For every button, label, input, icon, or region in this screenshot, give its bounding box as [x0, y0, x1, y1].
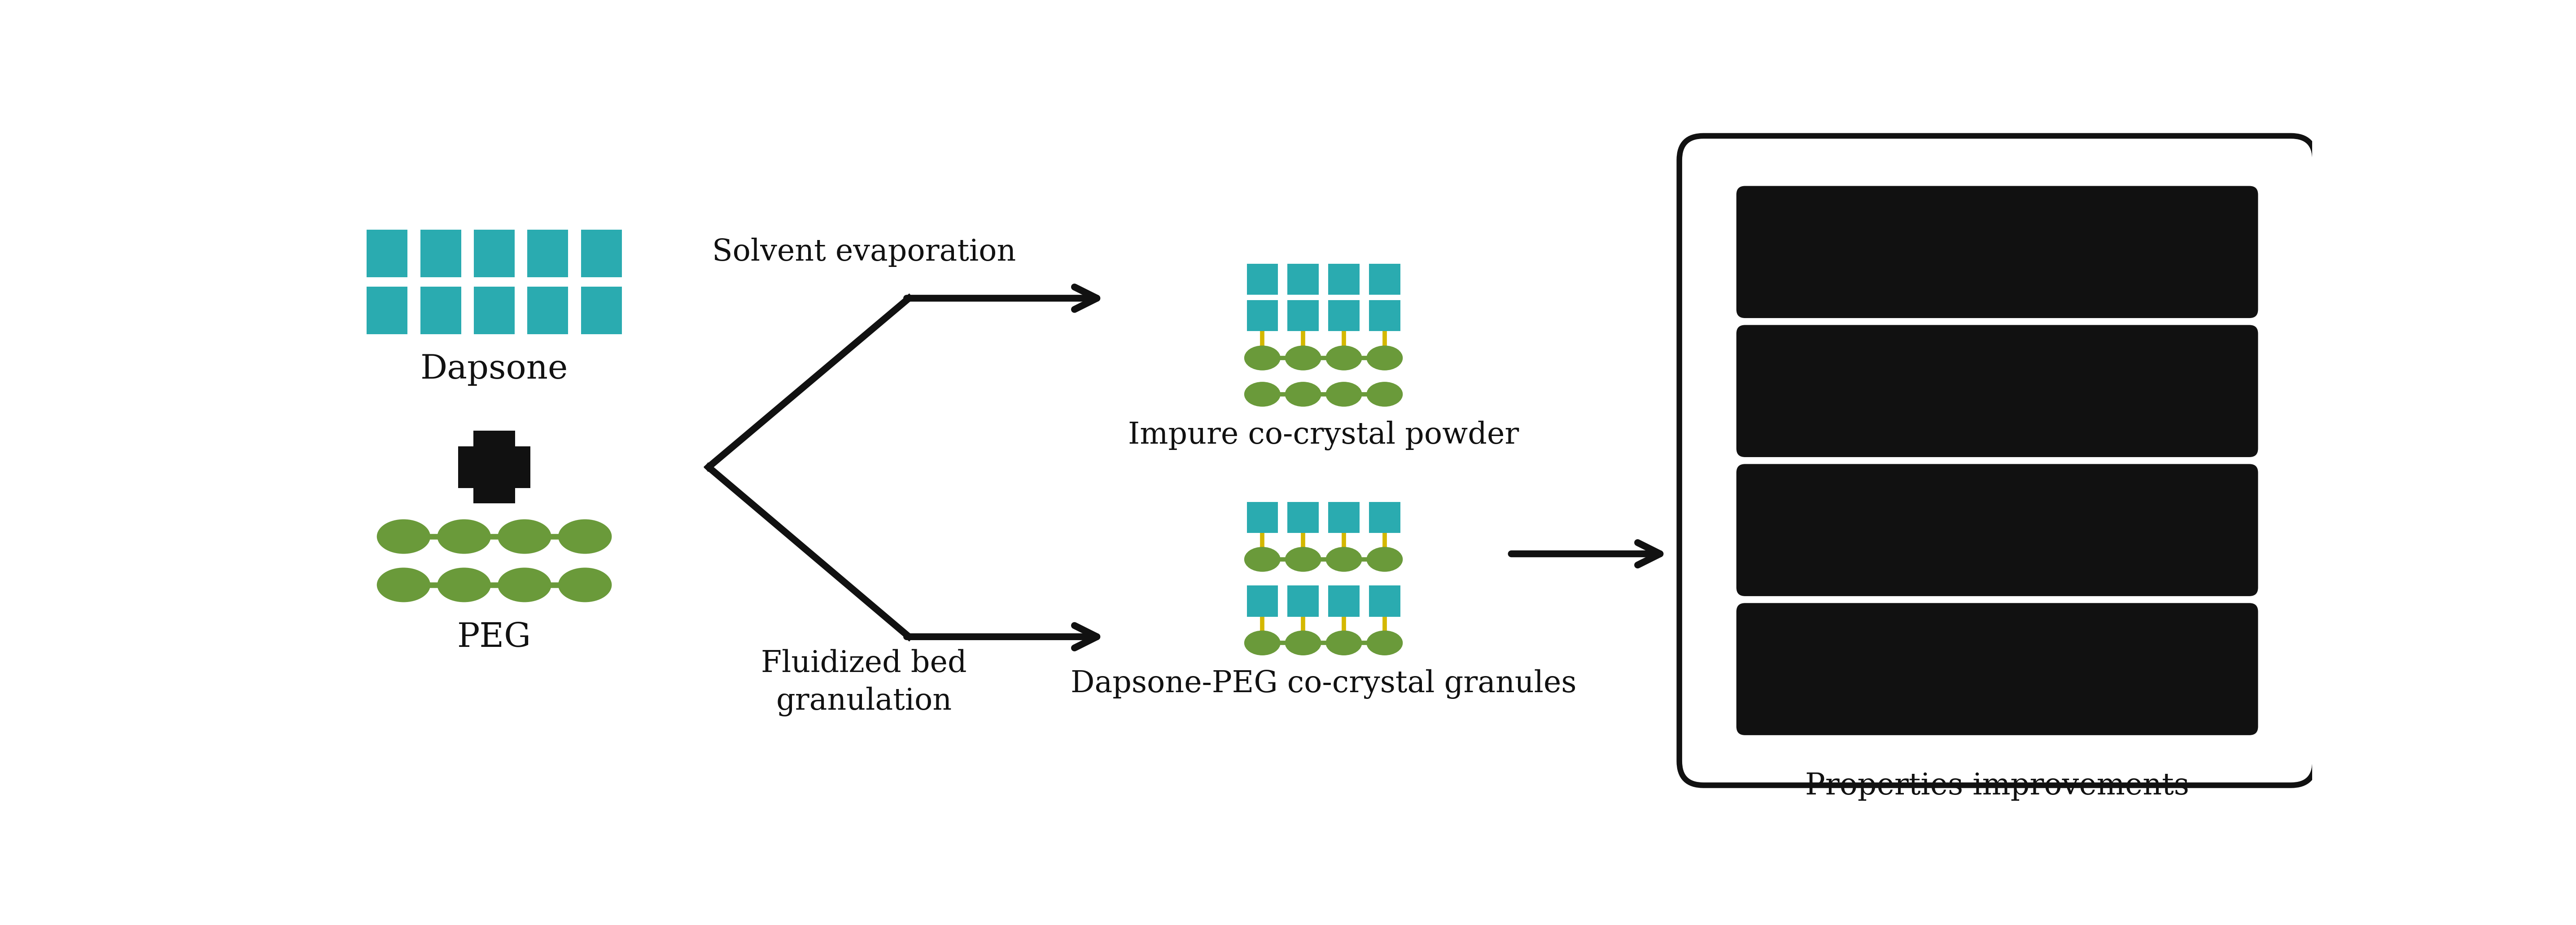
FancyBboxPatch shape: [474, 431, 515, 503]
FancyBboxPatch shape: [1329, 264, 1360, 295]
Text: Fast dissolution: Fast dissolution: [1873, 654, 2123, 684]
FancyBboxPatch shape: [1247, 264, 1278, 295]
FancyBboxPatch shape: [1288, 502, 1319, 533]
FancyBboxPatch shape: [1680, 136, 2316, 785]
FancyBboxPatch shape: [420, 229, 461, 277]
FancyBboxPatch shape: [528, 229, 569, 277]
Ellipse shape: [559, 519, 611, 554]
FancyBboxPatch shape: [420, 287, 461, 334]
FancyBboxPatch shape: [1247, 502, 1278, 533]
Text: Less material loss
in tableting: Less material loss in tableting: [1855, 498, 2141, 562]
FancyBboxPatch shape: [1329, 586, 1360, 617]
FancyBboxPatch shape: [1368, 264, 1401, 295]
Ellipse shape: [1244, 382, 1280, 407]
Text: Dapsone-PEG co-crystal granules: Dapsone-PEG co-crystal granules: [1072, 669, 1577, 699]
Ellipse shape: [1365, 547, 1404, 572]
Ellipse shape: [1327, 547, 1363, 572]
Ellipse shape: [1365, 631, 1404, 656]
FancyBboxPatch shape: [582, 287, 621, 334]
FancyBboxPatch shape: [1368, 502, 1401, 533]
FancyBboxPatch shape: [1368, 586, 1401, 617]
Text: Fluidized bed: Fluidized bed: [760, 648, 966, 678]
Ellipse shape: [1244, 547, 1280, 572]
FancyBboxPatch shape: [1288, 264, 1319, 295]
FancyBboxPatch shape: [1736, 603, 2259, 735]
FancyBboxPatch shape: [459, 447, 531, 487]
Ellipse shape: [1244, 346, 1280, 370]
FancyBboxPatch shape: [1736, 186, 2259, 318]
Ellipse shape: [1285, 631, 1321, 656]
Ellipse shape: [438, 519, 492, 554]
FancyBboxPatch shape: [1288, 586, 1319, 617]
Ellipse shape: [438, 568, 492, 602]
FancyBboxPatch shape: [1288, 300, 1319, 331]
Text: Properties improvements: Properties improvements: [1806, 771, 2190, 801]
Ellipse shape: [1365, 346, 1404, 370]
Ellipse shape: [376, 519, 430, 554]
Ellipse shape: [1327, 346, 1363, 370]
FancyBboxPatch shape: [1247, 586, 1278, 617]
Ellipse shape: [559, 568, 611, 602]
FancyBboxPatch shape: [1329, 502, 1360, 533]
Text: Solvent evaporation: Solvent evaporation: [711, 238, 1015, 267]
FancyBboxPatch shape: [474, 287, 515, 334]
Text: Dapsone: Dapsone: [420, 353, 569, 386]
Text: Better tabletability: Better tabletability: [1847, 376, 2148, 406]
Text: PEG: PEG: [459, 622, 531, 654]
Ellipse shape: [497, 568, 551, 602]
FancyBboxPatch shape: [474, 229, 515, 277]
Ellipse shape: [497, 519, 551, 554]
FancyBboxPatch shape: [1247, 300, 1278, 331]
Ellipse shape: [1365, 382, 1404, 407]
FancyBboxPatch shape: [582, 229, 621, 277]
Ellipse shape: [1285, 547, 1321, 572]
Text: granulation: granulation: [775, 686, 953, 717]
Ellipse shape: [1285, 346, 1321, 370]
FancyBboxPatch shape: [1329, 300, 1360, 331]
FancyBboxPatch shape: [1736, 464, 2259, 596]
FancyBboxPatch shape: [1736, 325, 2259, 457]
Ellipse shape: [1285, 382, 1321, 407]
FancyBboxPatch shape: [1368, 300, 1401, 331]
FancyBboxPatch shape: [366, 229, 407, 277]
FancyBboxPatch shape: [528, 287, 569, 334]
Text: High drug loading: High drug loading: [1852, 237, 2141, 267]
Text: Impure co-crystal powder: Impure co-crystal powder: [1128, 421, 1520, 450]
Ellipse shape: [1327, 382, 1363, 407]
Ellipse shape: [1327, 631, 1363, 656]
Ellipse shape: [376, 568, 430, 602]
FancyBboxPatch shape: [366, 287, 407, 334]
Ellipse shape: [1244, 631, 1280, 656]
